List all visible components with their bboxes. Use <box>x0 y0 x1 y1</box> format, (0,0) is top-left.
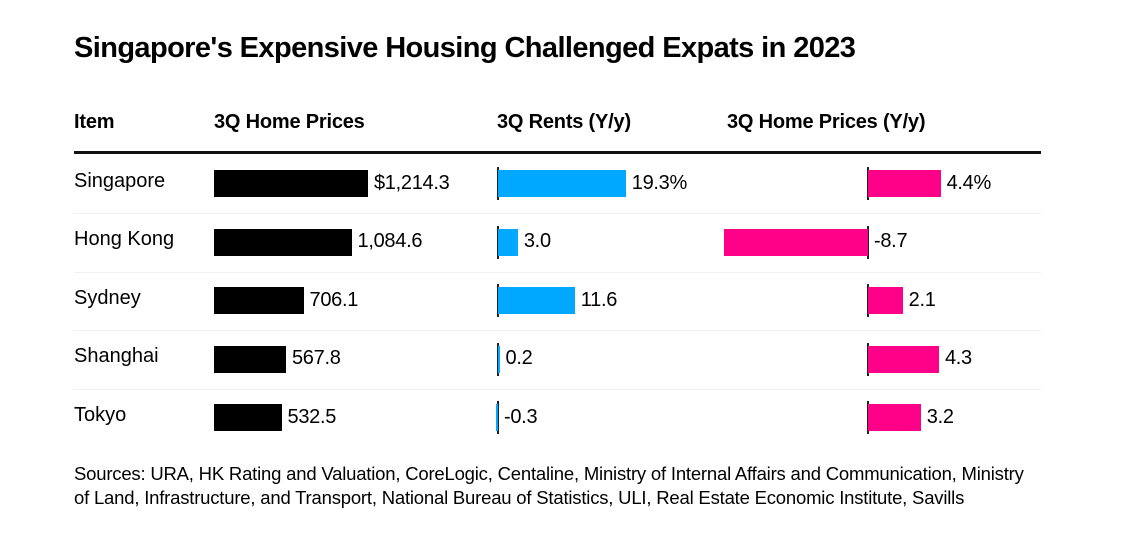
header-rule <box>74 151 1041 154</box>
value-label-3q-home-prices-shanghai: 567.8 <box>291 347 341 369</box>
row-separator <box>74 213 1041 214</box>
value-label-3q-rents-y-y--tokyo: -0.3 <box>504 405 538 428</box>
sources-note: Sources: URA, HK Rating and Valuation, C… <box>74 463 1024 508</box>
row-separator <box>74 330 1041 331</box>
bar-3q-home-prices-y-y--singapore <box>868 170 941 197</box>
row-label-singapore: Singapore <box>74 169 166 192</box>
bar-3q-rents-y-y--sydney <box>498 287 575 314</box>
zero-axis-3q-home-prices-y-y- <box>867 225 869 259</box>
column-header-rents-yy: 3Q Rents (Y/y) <box>497 111 631 133</box>
bar-3q-home-prices-singapore <box>214 170 368 197</box>
value-label-3q-home-prices-y-y--shanghai: 4.3 <box>944 347 972 369</box>
value-label-3q-rents-y-y--singapore: 19.3% <box>631 171 688 194</box>
bar-3q-home-prices-sydney <box>214 287 304 314</box>
row-separator <box>74 388 1041 390</box>
row-label-hong-kong: Hong Kong <box>74 228 175 250</box>
bar-3q-home-prices-shanghai <box>214 345 286 373</box>
value-label-3q-home-prices-y-y--tokyo: 3.2 <box>926 405 954 428</box>
value-label-3q-home-prices-tokyo: 532.5 <box>287 405 337 428</box>
bar-3q-home-prices-y-y--sydney <box>868 287 903 314</box>
column-header-item: Item <box>74 111 115 133</box>
bar-3q-home-prices-tokyo <box>214 404 282 431</box>
bar-3q-home-prices-y-y--shanghai <box>868 345 939 373</box>
zero-axis-3q-rents-y-y- <box>497 401 499 434</box>
bar-3q-home-prices-y-y--hong-kong <box>724 228 868 256</box>
value-label-3q-home-prices-sydney: 706.1 <box>309 288 359 311</box>
value-label-3q-home-prices-y-y--sydney: 2.1 <box>908 288 936 311</box>
row-separator <box>74 271 1041 273</box>
row-label-tokyo: Tokyo <box>74 403 127 426</box>
bar-3q-rents-y-y--singapore <box>498 170 626 197</box>
row-label-sydney: Sydney <box>74 286 141 309</box>
value-label-3q-rents-y-y--sydney: 11.6 <box>580 288 618 311</box>
value-label-3q-home-prices-hong-kong: 1,084.6 <box>357 230 423 252</box>
bar-3q-rents-y-y--shanghai <box>498 345 500 373</box>
column-header-home-prices-yy: 3Q Home Prices (Y/y) <box>727 111 926 133</box>
value-label-3q-home-prices-y-y--hong-kong: -8.7 <box>874 230 908 252</box>
bar-3q-home-prices-hong-kong <box>214 228 352 256</box>
bar-3q-home-prices-y-y--tokyo <box>868 404 921 431</box>
bar-3q-rents-y-y--hong-kong <box>498 228 518 256</box>
value-label-3q-home-prices-singapore: $1,214.3 <box>373 171 450 194</box>
value-label-3q-rents-y-y--hong-kong: 3.0 <box>523 230 551 252</box>
bar-3q-rents-y-y--tokyo <box>496 404 498 431</box>
row-label-shanghai: Shanghai <box>74 345 159 367</box>
value-label-3q-rents-y-y--shanghai: 0.2 <box>505 347 533 369</box>
column-header-home-prices: 3Q Home Prices <box>214 111 365 133</box>
chart-title: Singapore's Expensive Housing Challenged… <box>74 32 856 64</box>
value-label-3q-home-prices-y-y--singapore: 4.4% <box>946 171 992 194</box>
